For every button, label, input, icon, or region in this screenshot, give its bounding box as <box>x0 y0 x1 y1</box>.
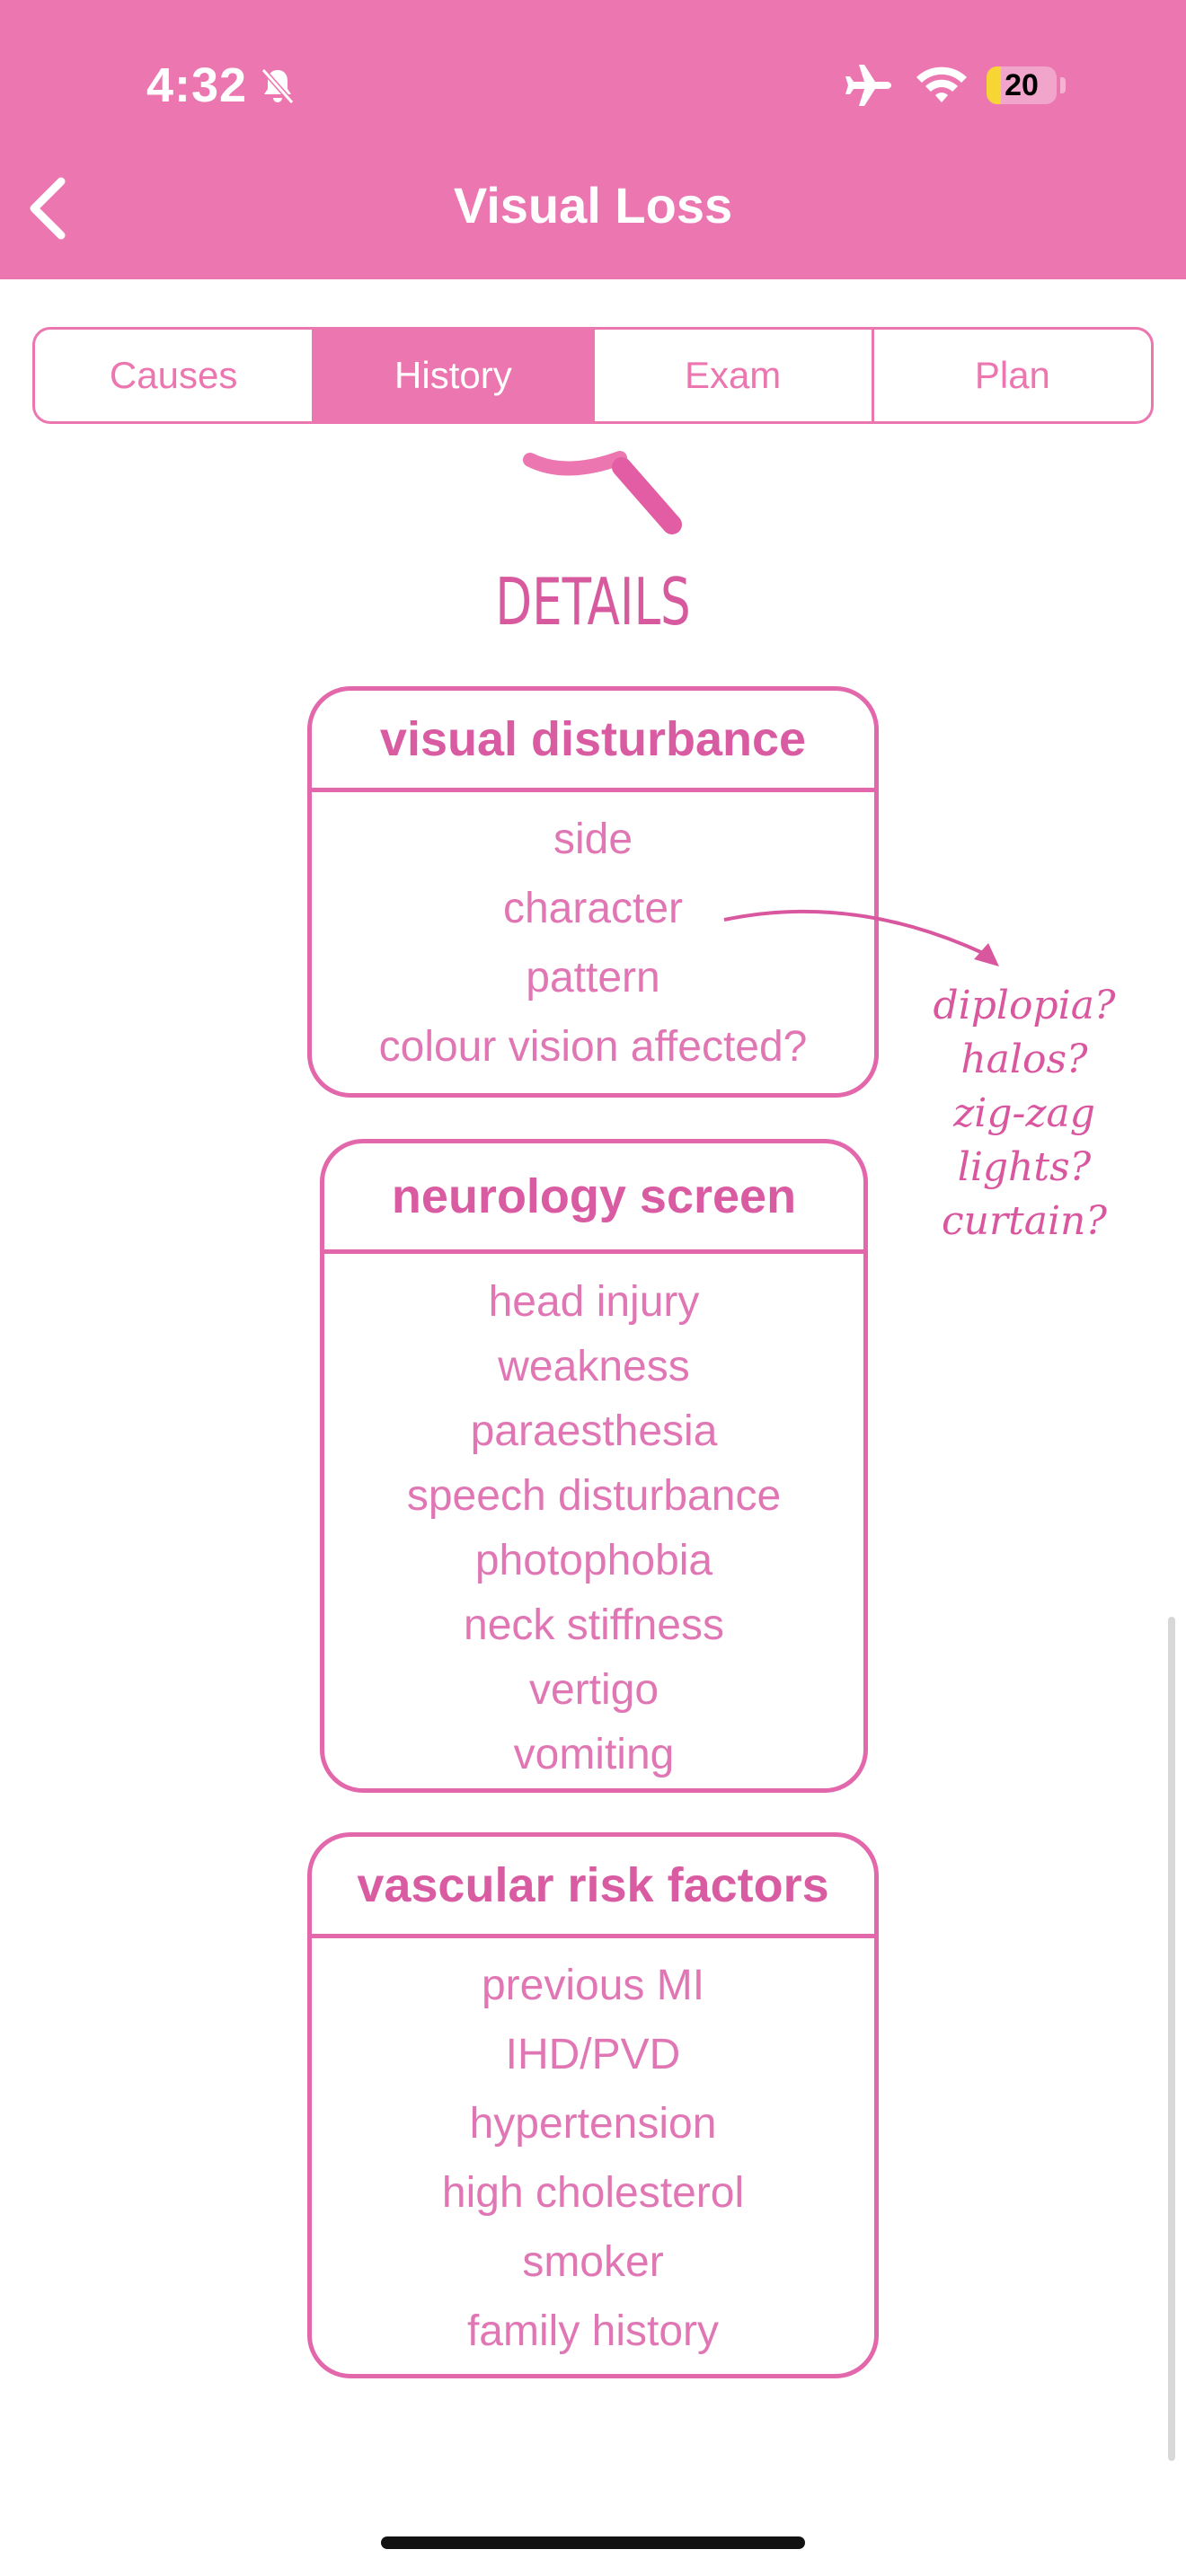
list-item: vomiting <box>513 1731 675 1778</box>
annotation-line: diplopia? <box>933 983 1116 1028</box>
annotation-note: diplopia? halos? zig-zag lights? curtain… <box>898 979 1150 1248</box>
card-title: visual disturbance <box>312 691 874 792</box>
home-indicator[interactable] <box>381 2536 805 2549</box>
wifi-icon <box>916 66 967 102</box>
battery-level: 20 <box>1005 67 1039 102</box>
list-item: character <box>502 885 684 932</box>
list-item: speech disturbance <box>406 1472 782 1520</box>
list-item: hypertension <box>469 2100 717 2148</box>
magnifier-icon <box>523 451 682 534</box>
annotation-line: lights? <box>957 1144 1092 1190</box>
annotation-arrow <box>723 909 999 966</box>
list-item: paraesthesia <box>470 1407 718 1455</box>
list-item: side <box>553 816 633 863</box>
card-vascular-risk-factors: vascular risk factors previous MI IHD/PV… <box>307 1832 879 2378</box>
tab-plan[interactable]: Plan <box>974 354 1050 396</box>
card-title: vascular risk factors <box>312 1837 874 1938</box>
list-item: previous MI <box>481 1962 705 2009</box>
segmented-tabs: Causes History Exam Plan <box>32 327 1154 424</box>
annotation-line: zig-zag <box>953 1090 1095 1136</box>
card-title: neurology screen <box>324 1143 863 1254</box>
airplane-icon <box>845 65 891 106</box>
list-item: weakness <box>498 1343 690 1390</box>
battery-fill <box>987 66 1001 104</box>
list-item: IHD/PVD <box>505 2031 681 2078</box>
section-title: DETAILS <box>495 564 691 640</box>
page-title: Visual Loss <box>453 177 733 234</box>
annotation-line: halos? <box>960 1037 1088 1082</box>
list-item: high cholesterol <box>441 2169 745 2217</box>
tab-causes[interactable]: Causes <box>35 330 315 421</box>
card-neurology-screen: neurology screen head injury weakness pa… <box>320 1139 868 1793</box>
list-item: neck stiffness <box>464 1601 724 1649</box>
list-item: vertigo <box>528 1666 659 1714</box>
battery-icon: 20 <box>987 66 1057 104</box>
list-item: head injury <box>488 1278 700 1326</box>
list-item: pattern <box>526 954 660 1001</box>
list-item: family history <box>466 2307 720 2355</box>
scrollbar[interactable] <box>1168 1617 1175 2461</box>
tab-exam[interactable]: Exam <box>595 330 874 421</box>
header: 4:32 20 Visual Loss <box>0 0 1186 279</box>
bell-off-icon <box>261 68 295 104</box>
list-item: photophobia <box>474 1537 713 1584</box>
annotation-line: curtain? <box>942 1198 1107 1244</box>
battery-nub <box>1060 77 1066 93</box>
chevron-left-icon[interactable] <box>20 171 74 246</box>
status-time: 4:32 <box>146 58 248 112</box>
list-item: smoker <box>522 2238 664 2286</box>
tab-history[interactable]: History <box>314 330 595 421</box>
card-visual-disturbance: visual disturbance side character patter… <box>307 686 879 1098</box>
list-item: colour vision affected? <box>378 1023 808 1071</box>
